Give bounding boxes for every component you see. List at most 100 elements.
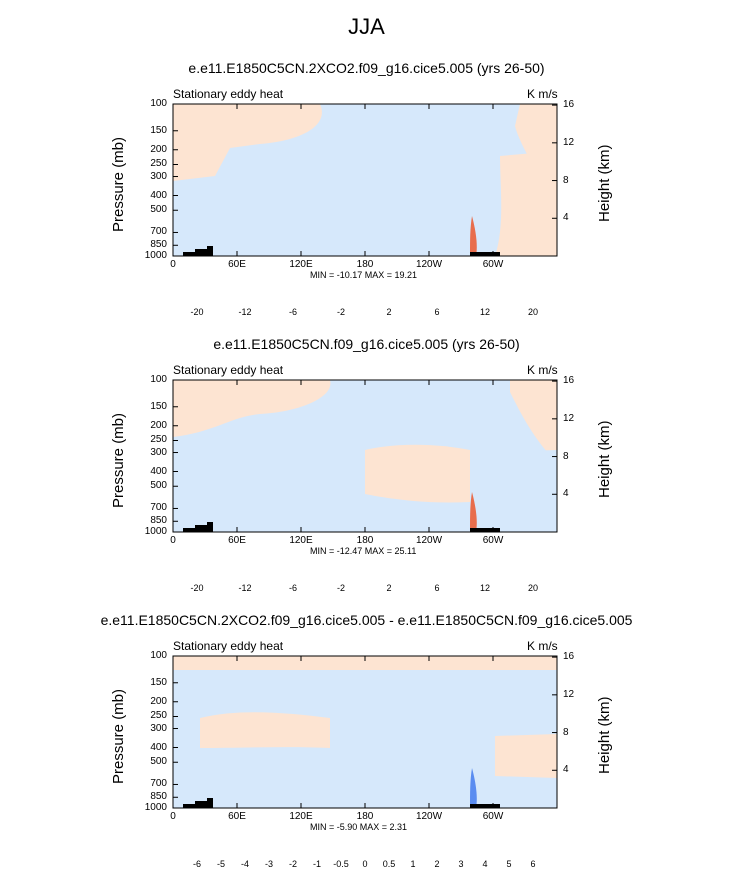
height-tick-label: 12	[563, 136, 575, 148]
units-label: K m/s	[527, 639, 558, 653]
colorbar-label: 6	[434, 583, 440, 593]
extreme-streak	[470, 216, 477, 256]
colorbar-label: -20	[190, 307, 204, 317]
colorbar-label: -6	[288, 583, 297, 593]
min-max-text: MIN = -10.17 MAX = 19.21	[310, 270, 418, 280]
extreme-streak	[470, 492, 477, 532]
extreme-streak	[470, 768, 477, 808]
colorbar-label: -2	[336, 307, 345, 317]
x-tick-label: 120W	[415, 811, 443, 822]
height-tick-label: 8	[563, 174, 569, 186]
y-tick-label: 500	[150, 756, 167, 768]
colorbar-label: 3	[458, 859, 464, 869]
x-tick-label: 60W	[482, 259, 504, 270]
y-tick-label: 100	[150, 374, 167, 385]
x-tick-label: 0	[170, 259, 176, 270]
y-tick-label: 500	[150, 480, 167, 492]
panel-2: e.e11.E1850C5CN.f09_g16.cice5.005 (yrs 2…	[0, 332, 733, 593]
height-tick-label: 16	[563, 99, 575, 111]
y-axis-label: Pressure (mb)	[110, 688, 127, 784]
y-tick-label: 200	[150, 419, 167, 431]
y-tick-label: 400	[150, 741, 167, 753]
y-axis-label: Pressure (mb)	[110, 136, 127, 232]
contour-region	[380, 716, 470, 758]
y-tick-label: 1000	[144, 526, 167, 537]
x-tick-label: 120E	[289, 811, 313, 822]
colorbar-label: 20	[527, 583, 538, 593]
heatmap-svg	[172, 103, 558, 257]
height-tick-label: 8	[563, 450, 569, 462]
height-tick-label: 16	[563, 651, 575, 663]
y-axis-right-label: Height (km)	[596, 144, 613, 222]
x-tick-label: 120E	[289, 535, 313, 546]
contour-region	[200, 712, 330, 748]
y-tick-label: 150	[150, 400, 167, 412]
x-tick-label: 0	[170, 811, 176, 822]
colorbar-label: 6	[530, 859, 536, 869]
panel-1: e.e11.E1850C5CN.2XCO2.f09_g16.cice5.005 …	[0, 56, 733, 317]
colorbar-label: -2	[336, 583, 345, 593]
units-label: K m/s	[527, 363, 558, 377]
contour-region	[173, 194, 230, 246]
contour-region	[173, 104, 322, 181]
heatmap-svg	[172, 655, 558, 809]
colorbar-label: -3	[264, 859, 273, 869]
y-tick-label: 200	[150, 695, 167, 707]
height-tick-label: 12	[563, 688, 575, 700]
y-tick-label: 850	[150, 791, 167, 803]
y-tick-label: 700	[150, 502, 167, 514]
y-tick-label: 150	[150, 676, 167, 688]
x-tick-label: 60E	[228, 259, 246, 270]
colorbar-label: 1	[410, 859, 416, 869]
y-tick-label: 200	[150, 143, 167, 155]
colorbar-label: -12	[238, 307, 252, 317]
y-tick-label: 250	[150, 158, 167, 170]
colorbar-label: -6	[288, 307, 297, 317]
x-tick-label: 180	[356, 259, 374, 270]
y-tick-label: 700	[150, 226, 167, 238]
height-tick-label: 16	[563, 375, 575, 387]
x-tick-label: 180	[356, 811, 374, 822]
y-tick-label: 850	[150, 239, 167, 251]
height-tick-label: 4	[563, 212, 569, 224]
height-tick-label: 8	[563, 726, 569, 738]
y-tick-label: 850	[150, 515, 167, 527]
y-tick-label: 250	[150, 434, 167, 446]
x-tick-label: 180	[356, 535, 374, 546]
x-tick-label: 0	[170, 535, 176, 546]
colorbar-label: 0	[362, 859, 368, 869]
panel-title: e.e11.E1850C5CN.2XCO2.f09_g16.cice5.005 …	[100, 612, 633, 628]
x-tick-label: 60E	[228, 811, 246, 822]
colorbar-label: 2	[386, 583, 392, 593]
colorbar-label: -20	[190, 583, 204, 593]
colorbar-label: 2	[434, 859, 440, 869]
contour-region	[350, 104, 474, 148]
y-tick-label: 100	[150, 650, 167, 661]
contour-region	[510, 380, 557, 462]
contour-region	[225, 156, 470, 221]
y-tick-label: 150	[150, 124, 167, 136]
x-tick-label: 60W	[482, 535, 504, 546]
contour-region	[495, 450, 557, 532]
contour-region	[495, 734, 557, 778]
x-tick-label: 60W	[482, 811, 504, 822]
y-tick-label: 500	[150, 204, 167, 216]
y-tick-label: 1000	[144, 250, 167, 261]
y-tick-label: 300	[150, 170, 167, 182]
y-tick-label: 300	[150, 722, 167, 734]
colorbar-label: 20	[527, 307, 538, 317]
colorbar-label: 2	[386, 307, 392, 317]
panel-title: e.e11.E1850C5CN.f09_g16.cice5.005 (yrs 2…	[213, 336, 520, 352]
y-axis-right-label: Height (km)	[596, 696, 613, 774]
y-tick-label: 400	[150, 465, 167, 477]
colorbar-label: 4	[482, 859, 488, 869]
panel-3: e.e11.E1850C5CN.2XCO2.f09_g16.cice5.005 …	[0, 608, 733, 869]
variable-label: Stationary eddy heat	[173, 87, 284, 101]
contour-region	[173, 656, 557, 670]
y-tick-label: 250	[150, 710, 167, 722]
contour-region	[173, 380, 331, 437]
height-tick-label: 4	[563, 764, 569, 776]
y-tick-label: 100	[150, 98, 167, 109]
colorbar-label: -2	[288, 859, 297, 869]
colorbar-label: 12	[479, 307, 490, 317]
